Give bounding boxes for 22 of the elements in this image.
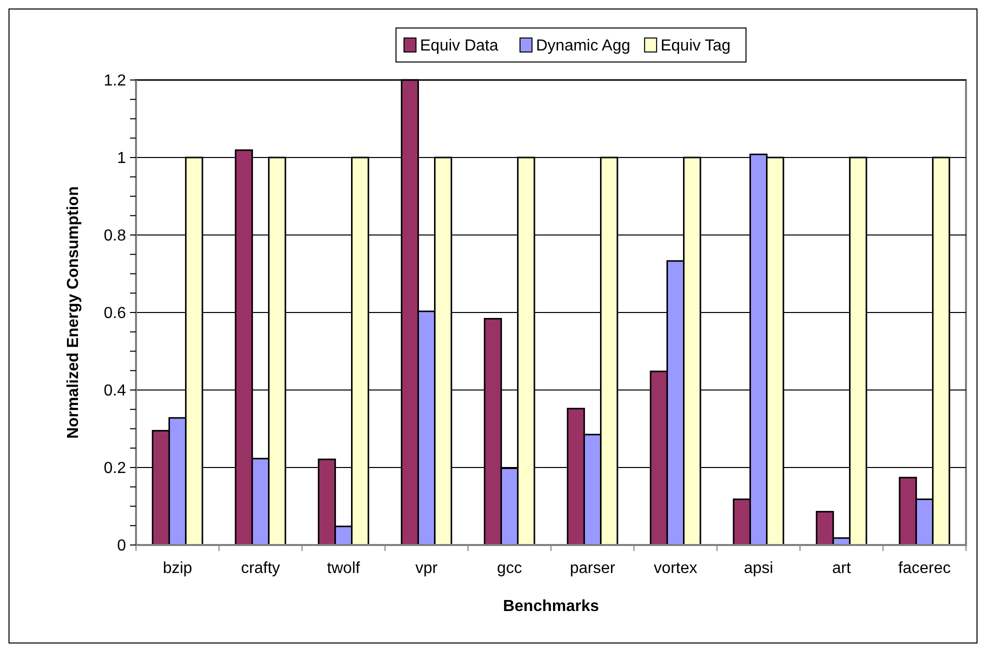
legend-label: Equiv Data	[420, 38, 498, 55]
x-tick-label: vortex	[654, 560, 698, 577]
legend-label: Dynamic Agg	[536, 38, 630, 55]
y-tick-label: 0	[117, 538, 126, 555]
y-tick-label: 0.8	[104, 228, 126, 245]
x-tick-label: gcc	[497, 560, 522, 577]
x-axis-title: Benchmarks	[502, 598, 600, 615]
y-tick-label: 0.6	[104, 305, 126, 322]
y-axis-title: Normalized Energy Consumption	[65, 186, 82, 439]
y-tick-label: 0.4	[104, 382, 126, 400]
x-tick-label: parser	[570, 560, 616, 577]
legend-label: Equiv Tag	[660, 38, 731, 55]
x-tick-label: facerec	[898, 560, 951, 577]
y-tick-label: 1	[117, 150, 126, 168]
x-tick-label: apsi	[744, 560, 774, 577]
x-tick-label: crafty	[240, 560, 280, 577]
x-tick-label: art	[832, 560, 852, 577]
x-tick-label: bzip	[162, 560, 192, 577]
x-tick-label: twolf	[327, 560, 360, 577]
x-tick-label: vpr	[415, 560, 438, 577]
y-tick-label: 1.2	[104, 72, 126, 90]
y-tick-label: 0.2	[104, 460, 126, 478]
